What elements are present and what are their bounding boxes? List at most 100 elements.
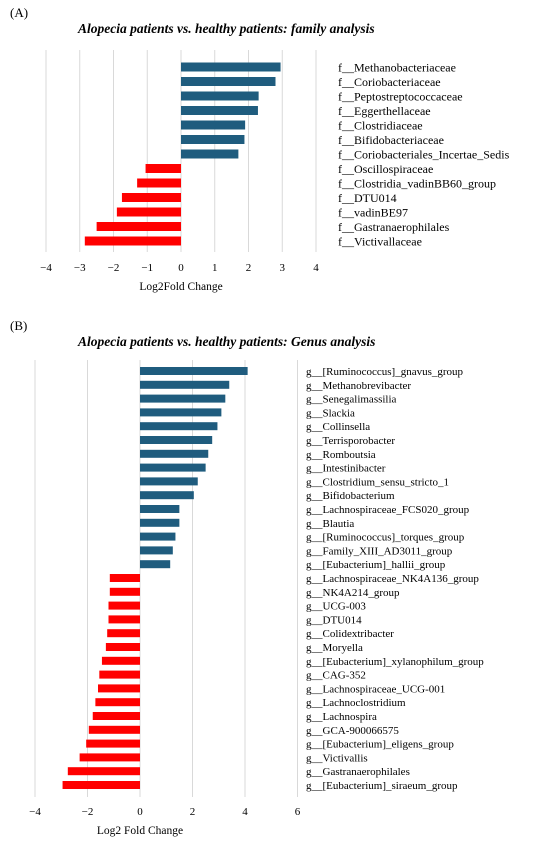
panel-b-x-axis-label: Log2 Fold Change <box>97 825 183 837</box>
category-label: f__Oscillospiraceae <box>338 162 433 176</box>
category-label: g__UCG-003 <box>306 601 366 613</box>
bar <box>67 767 140 776</box>
panel-b-x-tick-labels: −4 −2 0 2 4 6 <box>29 806 301 818</box>
panel-a-x-axis-label: Log2Fold Change <box>139 281 222 293</box>
category-label: f__vadinBE97 <box>338 205 408 219</box>
bar <box>84 236 181 246</box>
category-label: g__Lachnospiraceae_NK4A136_group <box>306 573 479 585</box>
bar <box>181 91 259 101</box>
bar <box>140 367 248 375</box>
bar <box>108 601 140 610</box>
category-label: g__NK4A214_group <box>306 587 400 599</box>
panel-b-label: (B) <box>10 318 27 333</box>
bar <box>181 120 246 130</box>
bar <box>140 546 173 555</box>
category-label: g__Slackia <box>306 407 355 419</box>
x-tick-label: 0 <box>137 806 143 818</box>
bar <box>121 193 181 202</box>
category-label: g__Romboutsia <box>306 449 376 461</box>
x-tick-label: −2 <box>82 806 94 818</box>
panel-b-gridlines <box>34 360 298 797</box>
category-label: g__[Ruminococcus]_gnavus_group <box>306 366 464 378</box>
bar <box>140 463 206 472</box>
category-label: g__GCA-900066575 <box>306 725 399 737</box>
bar <box>92 712 140 720</box>
bar <box>105 643 140 651</box>
x-tick-label: −4 <box>29 806 41 818</box>
bar <box>140 505 180 513</box>
bar <box>140 422 218 431</box>
category-label: g__Family_XIII_AD3011_group <box>306 545 453 557</box>
category-label: g__Terrisporobacter <box>306 435 395 447</box>
bar <box>140 491 194 500</box>
bar <box>181 106 258 115</box>
bar <box>181 135 245 144</box>
x-tick-label: −1 <box>141 262 153 274</box>
bar <box>140 560 171 569</box>
category-label: f__Coriobacteriales_Incertae_Sedis <box>338 147 510 161</box>
x-tick-label: 4 <box>242 806 248 818</box>
bar <box>140 394 226 403</box>
x-tick-label: 2 <box>246 262 252 274</box>
bar <box>62 781 140 789</box>
category-label: g__[Eubacterium]_siraeum_group <box>306 780 458 792</box>
x-tick-label: 0 <box>178 262 184 274</box>
category-label: g__DTU014 <box>306 614 362 626</box>
category-label: f__Bifidobacteriaceae <box>338 133 444 147</box>
x-tick-label: 2 <box>190 806 196 818</box>
bar <box>116 207 181 217</box>
category-label: f__Clostridiaceae <box>338 118 423 132</box>
x-tick-label: −2 <box>108 262 120 274</box>
panel-b-bars <box>62 367 248 789</box>
bar <box>181 77 276 86</box>
category-label: g__[Eubacterium]_hallii_group <box>306 559 446 571</box>
category-label: g__Methanobrevibacter <box>306 380 411 392</box>
x-tick-label: −4 <box>40 262 52 274</box>
panel-b: (B) Alopecia patients vs. healthy patien… <box>10 318 484 837</box>
bar <box>108 615 140 624</box>
bar <box>140 436 213 444</box>
category-label: f__Peptostreptococcaceae <box>338 89 463 103</box>
category-label: g__Lachnoclostridium <box>306 697 406 709</box>
bar <box>86 739 140 748</box>
panel-a-x-tick-labels: −4 −3 −2 −1 0 1 2 3 4 <box>40 262 319 274</box>
category-label: g__Lachnospiraceae_UCG-001 <box>306 683 445 695</box>
panel-a-title: Alopecia patients vs. healthy patients: … <box>77 21 375 36</box>
bar <box>181 62 281 72</box>
category-label: g__Intestinibacter <box>306 463 386 475</box>
category-label: f__Victivallaceae <box>338 234 422 248</box>
bar <box>96 222 181 231</box>
x-tick-label: 6 <box>295 806 301 818</box>
bar <box>140 408 222 417</box>
bar <box>145 164 181 173</box>
category-label: g__Blautia <box>306 518 354 530</box>
category-label: g__CAG-352 <box>306 670 366 682</box>
x-tick-label: −3 <box>74 262 86 274</box>
category-label: g__Colidextribacter <box>306 628 394 640</box>
category-label: g__Bifidobacterium <box>306 490 395 502</box>
category-label: g__Moryella <box>306 642 363 654</box>
category-label: g__[Eubacterium]_xylanophilum_group <box>306 656 484 668</box>
panel-b-title: Alopecia patients vs. healthy patients: … <box>77 334 375 349</box>
bar <box>79 753 140 762</box>
category-label: f__Methanobacteriaceae <box>338 60 456 74</box>
category-label: g__Lachnospira <box>306 711 377 723</box>
category-label: g__Senegalimassilia <box>306 394 397 406</box>
bar <box>101 656 140 665</box>
bar <box>109 587 140 596</box>
category-label: g__Collinsella <box>306 421 370 433</box>
x-tick-label: 1 <box>212 262 218 274</box>
panel-b-category-labels: g__[Ruminococcus]_gnavus_group g__Methano… <box>306 366 484 792</box>
category-label: g__Clostridium_sensu_stricto_1 <box>306 476 449 488</box>
panel-a-label: (A) <box>10 5 28 20</box>
bar <box>140 532 176 541</box>
bar <box>99 670 140 679</box>
bar <box>88 725 140 734</box>
category-label: g__Gastranaerophilales <box>306 766 410 778</box>
category-label: g__Victivallis <box>306 752 368 764</box>
x-tick-label: 3 <box>280 262 286 274</box>
bar <box>140 477 198 486</box>
category-label: g__Lachnospiraceae_FCS020_group <box>306 504 470 516</box>
panel-a-category-labels: f__Methanobacteriaceaef__Coriobacteriace… <box>338 60 510 248</box>
